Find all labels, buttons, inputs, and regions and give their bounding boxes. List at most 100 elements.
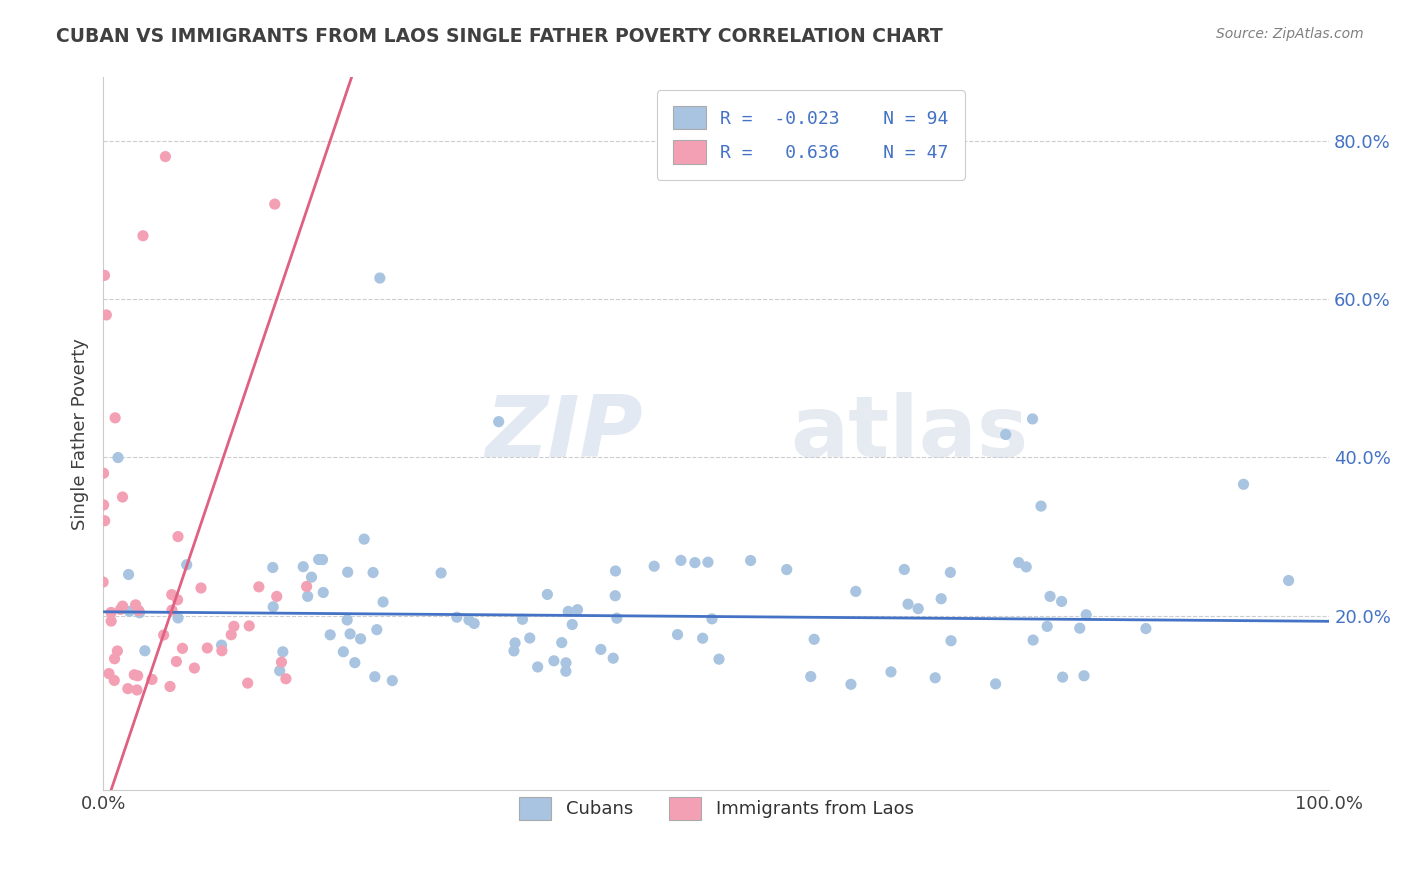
Point bbox=[269, 664, 291, 678]
Point bbox=[155, 150, 177, 164]
Point bbox=[292, 559, 315, 574]
Point bbox=[512, 612, 534, 626]
Point bbox=[211, 638, 233, 652]
Point bbox=[160, 603, 183, 617]
Point bbox=[111, 490, 134, 504]
Point bbox=[127, 669, 149, 683]
Point bbox=[839, 677, 862, 691]
Point bbox=[589, 642, 612, 657]
Point bbox=[141, 673, 163, 687]
Point bbox=[364, 670, 387, 684]
Point bbox=[332, 645, 354, 659]
Point bbox=[312, 585, 335, 599]
Point bbox=[167, 530, 190, 544]
Point bbox=[165, 655, 187, 669]
Point bbox=[707, 652, 730, 666]
Point bbox=[606, 611, 628, 625]
Point bbox=[103, 673, 125, 688]
Point bbox=[117, 681, 139, 696]
Point bbox=[446, 610, 468, 624]
Point bbox=[526, 660, 548, 674]
Point bbox=[1029, 499, 1052, 513]
Point bbox=[262, 599, 284, 614]
Y-axis label: Single Father Poverty: Single Father Poverty bbox=[72, 338, 89, 530]
Point bbox=[103, 651, 125, 665]
Point bbox=[343, 656, 366, 670]
Point bbox=[800, 669, 823, 683]
Point bbox=[551, 635, 574, 649]
Point bbox=[567, 602, 589, 616]
Point bbox=[845, 584, 868, 599]
Point bbox=[1278, 574, 1301, 588]
Point bbox=[152, 628, 174, 642]
Point bbox=[128, 606, 150, 620]
Text: ZIP: ZIP bbox=[485, 392, 643, 475]
Point bbox=[458, 613, 481, 627]
Point bbox=[669, 553, 692, 567]
Point bbox=[602, 651, 624, 665]
Point bbox=[96, 308, 118, 322]
Point bbox=[339, 627, 361, 641]
Point bbox=[271, 645, 294, 659]
Point bbox=[211, 644, 233, 658]
Point bbox=[939, 633, 962, 648]
Point bbox=[361, 566, 384, 580]
Point bbox=[166, 592, 188, 607]
Point bbox=[238, 619, 260, 633]
Point bbox=[939, 566, 962, 580]
Point bbox=[172, 641, 194, 656]
Point bbox=[503, 644, 526, 658]
Point bbox=[219, 628, 242, 642]
Point bbox=[1073, 669, 1095, 683]
Point bbox=[554, 664, 576, 678]
Point bbox=[555, 656, 578, 670]
Point bbox=[929, 591, 952, 606]
Point bbox=[274, 672, 297, 686]
Point bbox=[994, 427, 1017, 442]
Point bbox=[697, 555, 720, 569]
Point bbox=[125, 682, 148, 697]
Point bbox=[1050, 594, 1073, 608]
Point bbox=[666, 627, 689, 641]
Point bbox=[100, 614, 122, 628]
Point bbox=[100, 606, 122, 620]
Point bbox=[692, 632, 714, 646]
Point bbox=[336, 565, 359, 579]
Point bbox=[104, 410, 127, 425]
Point bbox=[897, 597, 920, 611]
Point bbox=[907, 601, 929, 615]
Point bbox=[301, 570, 323, 584]
Point bbox=[880, 665, 903, 679]
Point bbox=[336, 613, 359, 627]
Point bbox=[105, 644, 128, 658]
Point bbox=[803, 632, 825, 647]
Point bbox=[190, 581, 212, 595]
Point bbox=[1008, 556, 1031, 570]
Point bbox=[1052, 670, 1074, 684]
Point bbox=[270, 655, 292, 669]
Point bbox=[643, 559, 665, 574]
Point bbox=[247, 580, 270, 594]
Point bbox=[1021, 412, 1043, 426]
Point bbox=[107, 450, 129, 465]
Point bbox=[134, 644, 156, 658]
Point bbox=[1232, 477, 1254, 491]
Point bbox=[488, 415, 510, 429]
Point bbox=[776, 563, 799, 577]
Point bbox=[1076, 607, 1098, 622]
Point bbox=[295, 579, 318, 593]
Point bbox=[463, 616, 485, 631]
Point bbox=[368, 271, 391, 285]
Text: CUBAN VS IMMIGRANTS FROM LAOS SINGLE FATHER POVERTY CORRELATION CHART: CUBAN VS IMMIGRANTS FROM LAOS SINGLE FAT… bbox=[56, 27, 943, 45]
Point bbox=[124, 667, 146, 681]
Point bbox=[740, 553, 762, 567]
Point bbox=[893, 562, 915, 576]
Point bbox=[93, 498, 115, 512]
Point bbox=[924, 671, 946, 685]
Point bbox=[93, 467, 115, 481]
Point bbox=[160, 588, 183, 602]
Point bbox=[91, 574, 114, 589]
Text: atlas: atlas bbox=[790, 392, 1028, 475]
Point bbox=[98, 666, 121, 681]
Point bbox=[536, 587, 558, 601]
